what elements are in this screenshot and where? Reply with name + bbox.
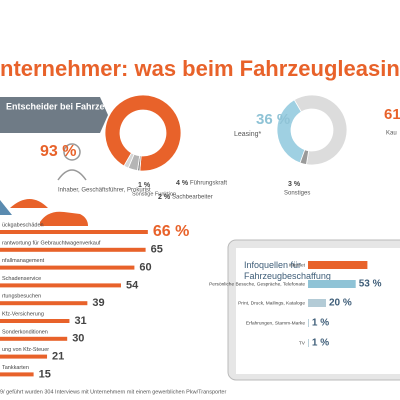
category-label: Führungskraft xyxy=(190,181,227,187)
bar xyxy=(0,301,88,306)
category-label: Print, Druck, Mailings, Kataloge xyxy=(238,300,305,306)
category-label: Internet xyxy=(289,262,306,268)
category-label: rtungsbesuchen xyxy=(2,294,41,300)
category-label: rantwortung für Gebrauchtwagenverkauf xyxy=(2,240,101,246)
category-label: nfallmanagement xyxy=(2,258,45,264)
value-label: 1 % xyxy=(138,182,151,189)
category-label: Sonstige Funktion xyxy=(132,191,176,197)
value-label: 21 xyxy=(52,351,64,363)
category-label: ückgabeschäden xyxy=(2,222,44,228)
donut-segment xyxy=(299,149,310,166)
bar xyxy=(308,261,368,269)
value-label: 60 xyxy=(139,262,151,274)
value-label: 3 % xyxy=(288,181,301,188)
category-label: Sonderkonditionen xyxy=(2,329,48,335)
category-label: Schadenservice xyxy=(2,276,41,282)
bar xyxy=(308,299,326,307)
title: nternehmer: was beim Fahrzeugleasing z xyxy=(0,56,400,81)
bar xyxy=(0,372,34,377)
value-label: 1 % xyxy=(312,318,329,329)
category-label: ung von Kfz-Steuer xyxy=(2,347,49,353)
category-label: Tankkarten xyxy=(2,365,29,371)
donut-segment xyxy=(104,94,182,172)
category-label: Inhaber, Geschäftsführer, Prokurist xyxy=(58,188,151,194)
value-label: 36 % xyxy=(256,111,290,128)
footer: 9/ geführt wurden 304 Interviews mit Unt… xyxy=(0,389,226,395)
value-label: 1 % xyxy=(312,338,329,349)
section-title: Entscheider bei Fahrzeugbeschaffung xyxy=(6,101,169,111)
donut-segment xyxy=(293,94,348,166)
category-label: Sonstiges xyxy=(284,191,310,197)
value-label: 31 xyxy=(74,315,86,327)
person-icon xyxy=(57,169,87,181)
bar xyxy=(0,336,68,341)
value-label: 30 xyxy=(72,333,84,345)
category-label: Persönliche Besuche, Gespräche, Telefona… xyxy=(209,281,305,287)
value-label: 2 % xyxy=(158,194,171,201)
section-banner xyxy=(0,97,108,133)
value-label: 53 % xyxy=(359,279,382,290)
value-label: 4 % xyxy=(176,180,189,187)
category-label: Kau xyxy=(386,131,397,137)
icon xyxy=(0,200,12,215)
bar xyxy=(0,283,121,288)
chart-title: Infoquellen für Fahrzeugbeschaffung xyxy=(244,260,331,281)
bar xyxy=(308,339,309,347)
car-icon xyxy=(40,211,88,226)
bar xyxy=(0,230,148,234)
value-label: 54 xyxy=(126,279,139,291)
category-label: Erfahrungen, Stamm-Marke xyxy=(246,320,306,326)
bar xyxy=(0,247,146,252)
umbrella-icon xyxy=(10,199,48,208)
bar xyxy=(308,280,356,288)
category-label: Kfz-Versicherung xyxy=(2,311,44,317)
bar xyxy=(0,354,48,359)
person-icon xyxy=(63,143,81,161)
donut-segment xyxy=(123,152,135,169)
value-label: 61 xyxy=(384,106,400,123)
value-label: 15 xyxy=(39,368,51,380)
bar xyxy=(0,265,135,270)
bar xyxy=(308,319,309,327)
category-label: Sachbearbeiter xyxy=(172,195,213,201)
value-label: 20 % xyxy=(329,298,352,309)
value-label: 66 % xyxy=(153,223,189,240)
value-label: 39 xyxy=(92,297,104,309)
value-label: 65 xyxy=(151,244,163,256)
bar xyxy=(0,319,70,323)
value-label: 93 % xyxy=(40,143,76,160)
category-label: Leasing* xyxy=(234,131,262,138)
category-label: TV xyxy=(299,340,306,346)
